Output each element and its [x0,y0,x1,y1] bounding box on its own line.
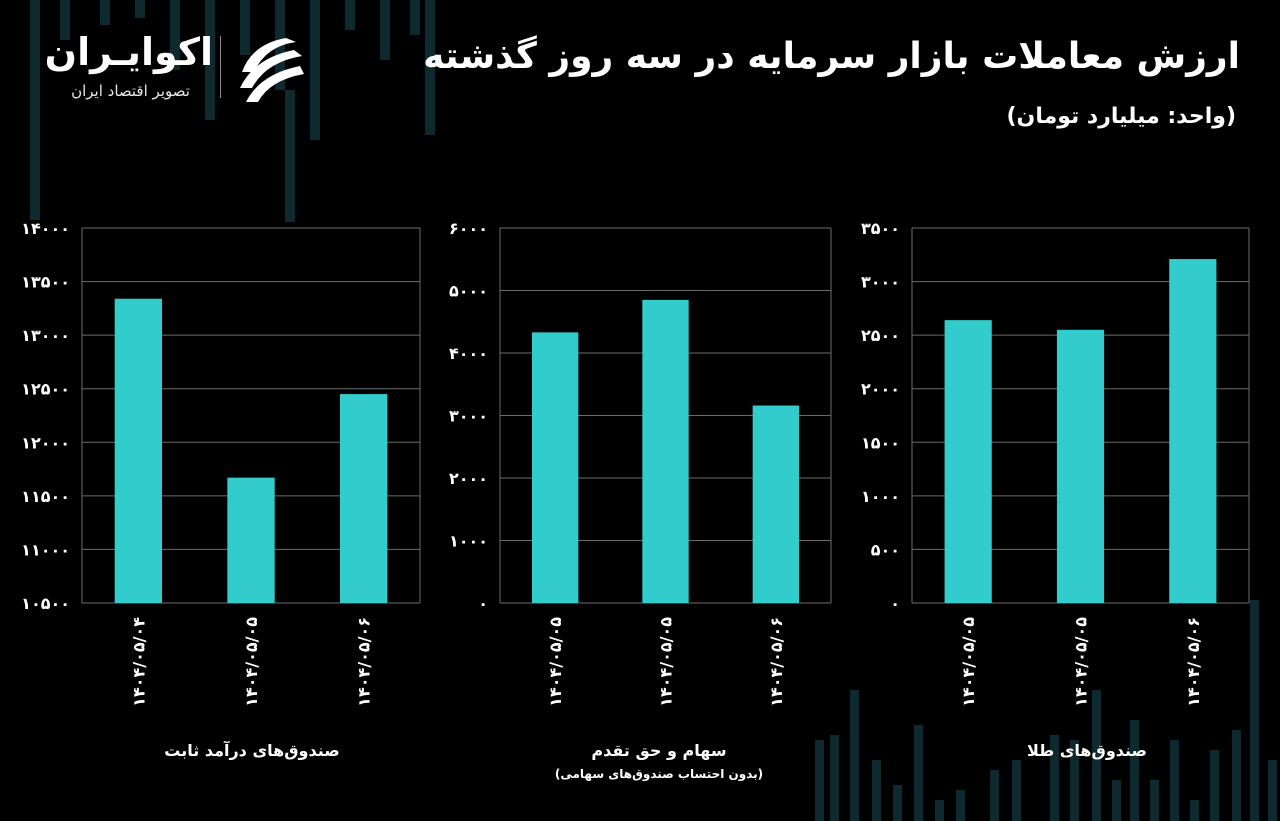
unit-note: (واحد: میلیارد تومان) [1006,104,1237,129]
x-tick-label: ۱۴۰۴/۰۵/۰۵ [657,617,676,707]
bg-candle [240,0,250,55]
bg-candle [1170,740,1179,821]
ecoiran-swirl-icon [240,38,304,102]
y-tick-label: ۱۱۰۰۰ [21,540,70,559]
y-tick-label: ۱۴۰۰۰ [21,219,70,238]
bg-candle [205,0,215,120]
bg-candle [1012,760,1021,821]
logo-tagline: تصویر اقتصاد ایران [71,82,190,100]
bg-candle [1190,800,1199,821]
bg-candle [345,0,355,30]
y-tick-label: ۲۰۰۰ [861,380,900,399]
y-tick-label: ۲۵۰۰ [861,326,900,345]
y-tick-label: ۳۵۰۰ [861,219,900,238]
bar [340,394,388,603]
y-tick-label: ۱۳۵۰۰ [21,273,70,292]
chart-title: صندوق‌های طلا [1027,741,1147,760]
bg-candle [1210,750,1219,821]
bg-candle [914,725,923,821]
bg-candle [285,90,295,222]
bg-candle [170,0,180,70]
y-tick-label: ۵۰۰۰ [449,282,488,301]
x-tick-label: ۱۴۰۴/۰۵/۰۴ [129,617,148,707]
bg-candle [1050,735,1059,821]
bg-candle [1092,690,1101,821]
x-tick-label: ۱۴۰۴/۰۵/۰۶ [767,617,786,707]
x-tick-label: ۱۴۰۴/۰۵/۰۵ [242,617,261,707]
bg-candle [1268,760,1277,821]
x-tick-label: ۱۴۰۴/۰۵/۰۵ [546,617,565,707]
bg-candle [60,0,70,40]
y-tick-label: ۳۰۰۰ [449,407,488,426]
bg-candle [425,0,435,135]
bg-candle [830,735,839,821]
bg-candle [135,0,145,18]
bar-chart-3: ۰ ۵۰۰ ۱۰۰۰ ۱۵۰۰ ۲۰۰۰ ۲۵۰۰ ۳۰۰۰ ۳۵۰۰ ۱۴۰۴/۰۵/۰۵ ۱۴… [861,219,1250,760]
bg-candle [1112,780,1121,821]
bg-candle [893,785,902,821]
logo-divider [220,36,221,98]
bar [752,405,800,603]
bar [1056,329,1105,603]
chart-title: سهام و حق تقدم [591,741,726,760]
y-tick-label: ۲۰۰۰ [449,469,488,488]
ecoiran-logo: اکوایـران تصویر اقتصاد ایران [44,30,318,110]
y-tick-label: ۵۰۰ [871,540,900,559]
bg-candle [990,770,999,821]
y-tick-label: ۱۲۰۰۰ [21,433,70,452]
bar [531,332,579,603]
bar [944,320,992,603]
bg-candle [1250,600,1259,821]
bg-candle [1130,720,1139,821]
bg-candle [1150,780,1159,821]
bg-candle [30,0,40,60]
bar [1169,259,1217,603]
chart-title: صندوق‌های درآمد ثابت [164,740,339,760]
bg-candle [410,0,420,35]
bar [227,477,275,603]
bg-candle [100,0,110,25]
x-tick-label: ۱۴۰۴/۰۵/۰۵ [1072,617,1091,707]
y-tick-label: ۱۰۰۰ [861,487,900,506]
x-tick-label: ۱۴۰۴/۰۵/۰۶ [1184,617,1203,707]
bg-candle [1070,740,1079,821]
x-tick-label: ۱۴۰۴/۰۵/۰۶ [355,617,374,707]
y-tick-label: ۱۱۵۰۰ [21,487,70,506]
bar-chart-2: ۰ ۱۰۰۰ ۲۰۰۰ ۳۰۰۰ ۴۰۰۰ ۵۰۰۰ ۶۰۰۰ ۱۴۰۴/۰۵/۰۵ ۱۴۰۴/… [449,219,832,782]
bg-candle [935,800,944,821]
bg-candle [30,60,40,220]
y-tick-label: ۱۰۵۰۰ [21,594,70,613]
bar [114,298,162,603]
bg-candle [956,790,965,821]
bar [642,299,689,603]
y-tick-label: ۱۲۵۰۰ [21,380,70,399]
bg-candle [850,690,859,821]
bg-candle [872,760,881,821]
y-tick-label: ۰ [890,594,900,613]
y-tick-label: ۴۰۰۰ [449,344,488,363]
bg-candle [380,0,390,60]
bg-candle [1232,730,1241,821]
y-tick-label: ۳۰۰۰ [861,273,900,292]
bar-chart-1: ۱۰۵۰۰ ۱۱۰۰۰ ۱۱۵۰۰ ۱۲۰۰۰ ۱۲۵۰۰ ۱۳۰۰۰ ۱۳۵۰۰ ۱۴۰۰۰… [21,219,421,760]
y-tick-label: ۰ [478,594,488,613]
y-tick-label: ۱۳۰۰۰ [21,326,70,345]
bg-candle [815,740,824,821]
page-title: ارزش معاملات بازار سرمایه در سه روز گذشت… [423,36,1240,77]
y-tick-label: ۱۰۰۰ [449,532,488,551]
x-tick-label: ۱۴۰۴/۰۵/۰۵ [959,617,978,707]
y-tick-label: ۱۵۰۰ [861,433,900,452]
y-tick-label: ۶۰۰۰ [449,219,488,238]
bg-candle [310,0,320,140]
logo-wordmark: اکوایـران [44,30,213,74]
chart-subtitle: (بدون احتساب صندوق‌های سهامی) [555,767,763,782]
